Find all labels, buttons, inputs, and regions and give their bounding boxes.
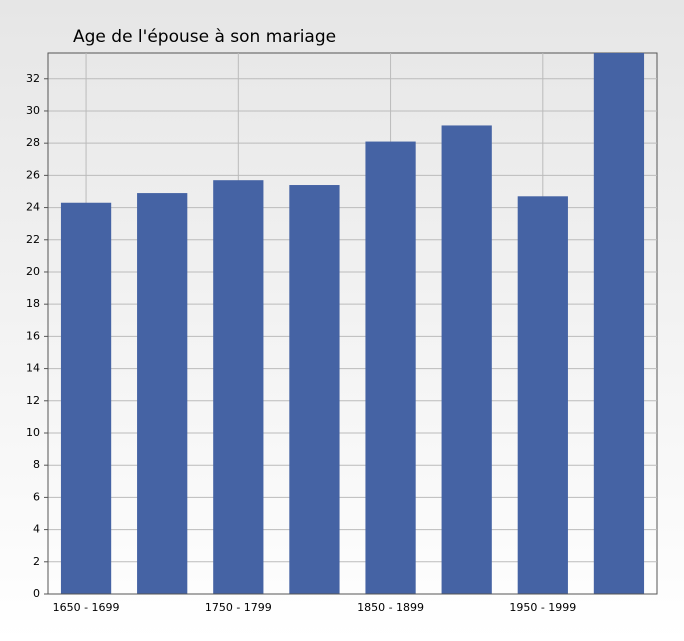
y-tick-label: 22 — [26, 233, 40, 246]
y-tick-label: 2 — [33, 555, 40, 568]
x-tick-label: 1850 - 1899 — [357, 601, 424, 614]
y-tick-label: 0 — [33, 587, 40, 600]
y-tick-label: 6 — [33, 490, 40, 503]
bar — [60, 202, 112, 594]
y-tick-label: 24 — [26, 201, 40, 214]
y-tick-label: 10 — [26, 426, 40, 439]
y-tick-label: 32 — [26, 72, 40, 85]
bar — [289, 185, 340, 594]
y-tick-label: 28 — [26, 136, 40, 149]
y-tick-label: 26 — [26, 168, 40, 181]
bar — [137, 193, 188, 594]
y-tick-label: 16 — [26, 329, 40, 342]
x-tick-label: 1750 - 1799 — [205, 601, 272, 614]
chart-title: Age de l'épouse à son mariage — [73, 27, 336, 47]
y-tick-label: 20 — [26, 265, 40, 278]
y-tick-label: 14 — [26, 362, 40, 375]
bar — [441, 125, 492, 595]
bar — [593, 53, 645, 594]
y-tick-label: 18 — [26, 297, 40, 310]
x-tick-label: 1650 - 1699 — [53, 601, 120, 614]
y-tick-label: 12 — [26, 394, 40, 407]
x-tick-label: 1950 - 1999 — [509, 601, 576, 614]
y-tick-label: 30 — [26, 104, 40, 117]
y-tick-label: 4 — [33, 523, 40, 536]
bar — [213, 180, 264, 594]
bar — [365, 141, 416, 594]
y-tick-label: 8 — [33, 458, 40, 471]
bar — [517, 196, 568, 594]
